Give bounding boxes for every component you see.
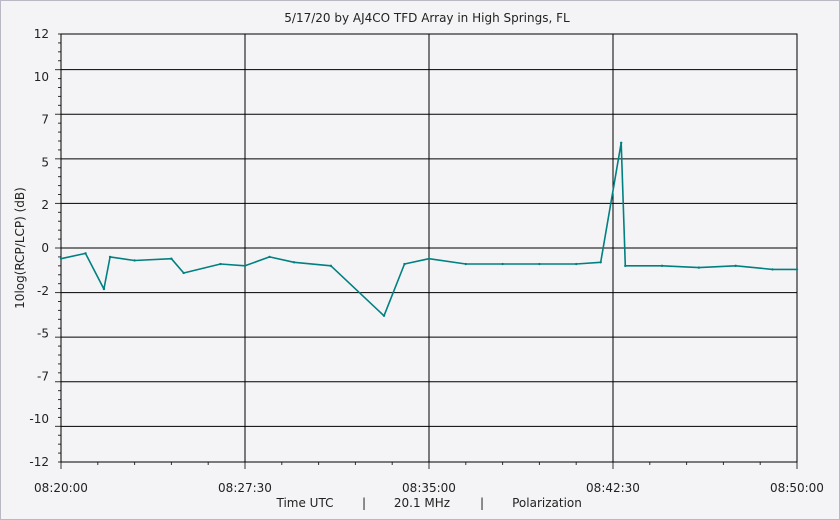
- data-point: [382, 314, 386, 317]
- x-axis-label-part: |: [362, 496, 366, 510]
- y-tick-label: -7: [37, 369, 49, 383]
- y-tick-label: 0: [41, 241, 49, 255]
- x-axis-label-part: 20.1 MHz: [394, 496, 450, 510]
- data-point: [133, 259, 136, 262]
- data-point: [219, 262, 222, 266]
- data-point: [243, 264, 247, 268]
- y-tick-label: 7: [41, 113, 49, 127]
- data-point: [108, 255, 112, 259]
- y-tick-label: -10: [29, 412, 49, 426]
- data-point: [501, 262, 504, 266]
- x-axis-label-part: Polarization: [512, 496, 582, 510]
- y-tick-label: -2: [37, 284, 49, 298]
- x-axis-label-part: Time UTC: [276, 496, 334, 510]
- chart-title: 5/17/20 by AJ4CO TFD Array in High Sprin…: [284, 11, 570, 25]
- data-point: [182, 271, 185, 275]
- x-tick-label: 08:50:00: [770, 481, 824, 495]
- data-point: [619, 141, 623, 144]
- data-point: [538, 262, 541, 266]
- data-point: [292, 261, 296, 264]
- x-tick-label: 08:20:00: [34, 481, 88, 495]
- data-point: [660, 264, 664, 268]
- data-point: [427, 257, 431, 260]
- data-point: [575, 262, 578, 266]
- data-point: [102, 287, 106, 291]
- data-point: [599, 261, 602, 264]
- data-point: [329, 264, 333, 268]
- data-point: [771, 268, 774, 271]
- y-tick-label: -5: [37, 327, 49, 341]
- y-tick-label: 12: [34, 27, 49, 41]
- y-tick-label: 2: [41, 198, 49, 212]
- y-tick-label: -12: [29, 455, 49, 469]
- data-point: [170, 257, 173, 260]
- plot-border: [60, 33, 798, 463]
- data-point: [84, 252, 87, 255]
- data-point: [795, 268, 799, 271]
- x-tick-label: 08:42:30: [586, 481, 640, 495]
- x-tick-label: 08:27:30: [218, 481, 272, 495]
- data-point: [734, 264, 737, 268]
- y-tick-label: 5: [41, 155, 49, 169]
- data-point: [697, 266, 701, 269]
- data-point: [403, 262, 406, 266]
- y-axis-label: 10log(RCP/LCP) (dB): [13, 187, 27, 309]
- x-axis-label-part: |: [480, 496, 484, 510]
- data-point: [59, 257, 63, 260]
- y-tick-label: 10: [34, 70, 49, 84]
- data-point: [624, 264, 627, 268]
- data-point: [268, 255, 271, 259]
- data-point: [464, 262, 467, 266]
- x-tick-label: 08:35:00: [402, 481, 456, 495]
